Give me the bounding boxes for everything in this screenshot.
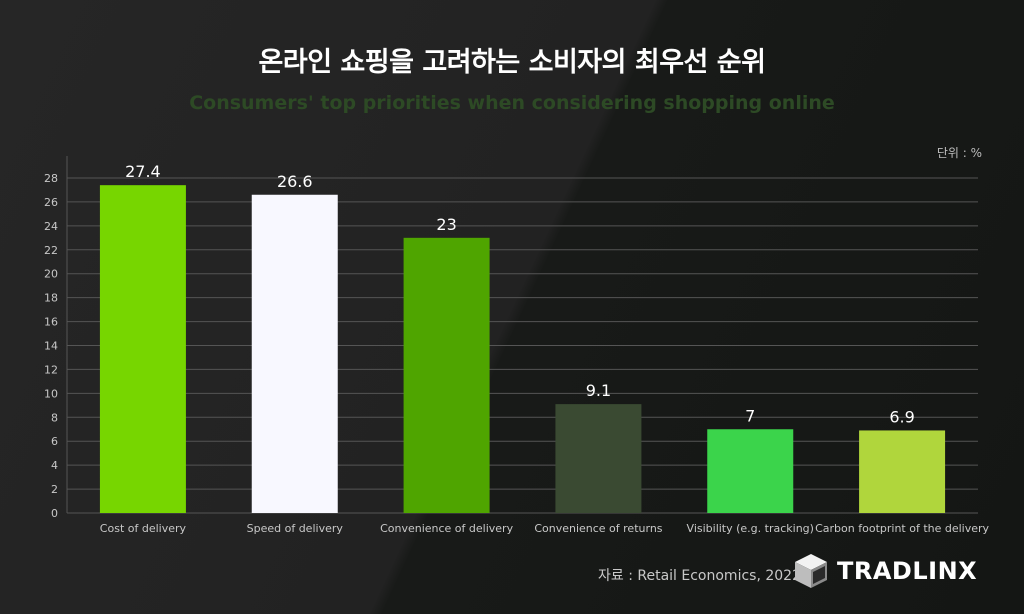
bar-value-label: 23: [436, 215, 456, 234]
y-tick-label: 4: [51, 459, 58, 472]
bar-value-label: 9.1: [586, 381, 611, 400]
y-tick-label: 18: [44, 292, 58, 305]
y-tick-label: 2: [51, 483, 58, 496]
y-tick-label: 24: [44, 220, 58, 233]
y-tick-label: 16: [44, 316, 58, 329]
x-category-label: Convenience of delivery: [380, 522, 514, 535]
cube-icon: [795, 554, 827, 588]
bar: [555, 404, 642, 513]
chart-subtitle: Consumers' top priorities when consideri…: [189, 92, 835, 114]
chart-title: 온라인 쇼핑을 고려하는 소비자의 최우선 순위: [258, 47, 766, 78]
y-tick-label: 28: [44, 172, 58, 185]
brand-name: TRADLINX: [837, 557, 978, 585]
unit-label: 단위 : %: [936, 146, 982, 160]
bar-value-label: 27.4: [125, 162, 161, 181]
bar: [99, 185, 186, 513]
bar-value-label: 6.9: [889, 407, 914, 426]
y-tick-label: 22: [44, 244, 58, 257]
bar: [707, 429, 794, 513]
y-tick-label: 20: [44, 268, 58, 281]
brand-logo: TRADLINX: [793, 552, 977, 590]
x-category-label: Speed of delivery: [247, 522, 344, 535]
source-note: 자료 : Retail Economics, 2022: [598, 568, 801, 584]
x-category-label: Cost of delivery: [100, 522, 187, 535]
bar: [859, 430, 946, 513]
y-tick-label: 26: [44, 196, 58, 209]
y-tick-label: 8: [51, 411, 58, 424]
bar: [403, 237, 490, 514]
y-tick-label: 10: [44, 387, 58, 400]
y-tick-label: 14: [44, 340, 58, 353]
bar-value-label: 7: [745, 406, 755, 425]
y-tick-label: 0: [51, 507, 58, 520]
x-category-label: Carbon footprint of the delivery: [815, 522, 989, 535]
bar: [251, 194, 338, 513]
x-category-label: Visibility (e.g. tracking): [687, 522, 814, 535]
y-tick-label: 12: [44, 363, 58, 376]
x-category-label: Convenience of returns: [534, 522, 662, 535]
bar-value-label: 26.6: [277, 172, 313, 191]
y-tick-label: 6: [51, 435, 58, 448]
